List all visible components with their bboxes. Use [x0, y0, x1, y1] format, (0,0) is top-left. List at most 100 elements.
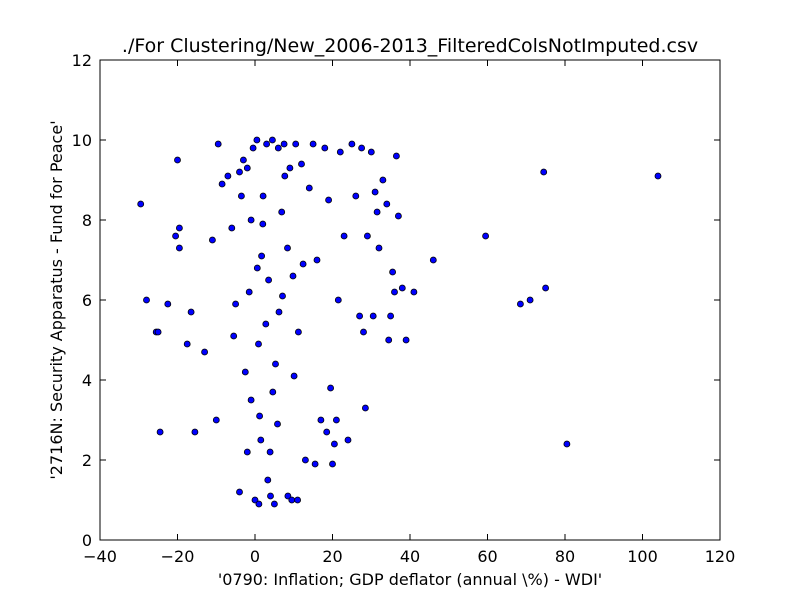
- data-point: [243, 448, 251, 456]
- data-point: [325, 196, 333, 204]
- x-tick-label: 60: [477, 547, 497, 566]
- data-point: [311, 460, 319, 468]
- data-point: [249, 144, 257, 152]
- data-point: [280, 140, 288, 148]
- data-point: [164, 300, 172, 308]
- data-point: [654, 172, 662, 180]
- x-axis-label: '0790: Inflation; GDP deflator (annual \…: [218, 570, 602, 589]
- data-point: [348, 140, 356, 148]
- data-point: [191, 428, 199, 436]
- data-point: [298, 160, 305, 168]
- x-tick-label: 0: [250, 547, 260, 566]
- data-point: [294, 328, 302, 336]
- data-point: [278, 208, 286, 216]
- data-point: [334, 296, 342, 304]
- data-point: [323, 428, 331, 436]
- data-point: [284, 244, 291, 252]
- y-axis-label: '2716N: Security Apparatus - Fund for Pe…: [47, 120, 66, 479]
- data-point: [398, 284, 406, 292]
- data-point: [482, 232, 490, 240]
- data-point: [392, 152, 400, 160]
- data-point: [299, 260, 307, 268]
- data-point: [263, 140, 271, 148]
- data-point: [356, 312, 364, 320]
- data-point: [255, 500, 263, 508]
- data-point: [329, 460, 336, 468]
- data-point: [236, 168, 243, 176]
- data-point: [290, 372, 298, 380]
- data-point: [391, 288, 398, 296]
- data-point: [256, 412, 264, 420]
- x-tick-label: 120: [705, 547, 736, 566]
- data-point: [272, 360, 279, 368]
- data-point: [156, 428, 164, 436]
- data-point: [154, 328, 162, 336]
- data-point: [371, 188, 379, 196]
- plot-area: [100, 60, 720, 540]
- data-point: [289, 272, 297, 280]
- data-point: [369, 312, 377, 320]
- data-point: [292, 140, 300, 148]
- data-point: [137, 200, 145, 208]
- y-tick-label: 4: [82, 371, 92, 390]
- y-axis: 0 2 4 6 8 10 12: [72, 51, 720, 550]
- chart-title: ./For Clustering/New_2006-2013_FilteredC…: [122, 35, 698, 57]
- data-point: [358, 144, 366, 152]
- data-point: [218, 180, 226, 188]
- data-point: [288, 496, 296, 504]
- data-point: [253, 264, 261, 272]
- data-point: [361, 404, 369, 412]
- data-point: [187, 308, 195, 316]
- data-point: [360, 328, 367, 336]
- data-point: [387, 312, 395, 320]
- data-point: [336, 148, 344, 156]
- data-point: [294, 496, 302, 504]
- data-point: [284, 492, 292, 500]
- data-point: [321, 144, 329, 152]
- data-point: [269, 388, 277, 396]
- data-point: [517, 300, 524, 308]
- data-point: [241, 368, 249, 376]
- data-point: [309, 140, 317, 148]
- data-point: [305, 184, 313, 192]
- data-point: [259, 220, 267, 228]
- data-point: [174, 156, 181, 164]
- data-point: [394, 212, 402, 220]
- data-point: [243, 164, 251, 172]
- data-point: [247, 216, 255, 224]
- data-point: [245, 288, 253, 296]
- data-point: [175, 244, 183, 252]
- data-point: [143, 296, 150, 304]
- data-point: [262, 320, 270, 328]
- x-tick-label: −20: [161, 547, 195, 566]
- data-point: [275, 308, 283, 316]
- y-tick-label: 10: [72, 131, 92, 150]
- data-point: [402, 336, 410, 344]
- data-point: [232, 300, 240, 308]
- data-point: [383, 200, 391, 208]
- data-point: [526, 296, 534, 304]
- data-point: [313, 256, 321, 264]
- data-point: [214, 140, 222, 148]
- data-point: [253, 136, 261, 144]
- data-point: [236, 488, 243, 496]
- data-point: [172, 232, 180, 240]
- data-point: [224, 172, 232, 180]
- data-point: [379, 176, 387, 184]
- x-axis: −40 −20 0 20 40 60 80 100 120: [83, 60, 735, 566]
- data-point: [352, 192, 360, 200]
- data-point: [375, 244, 383, 252]
- data-point: [281, 172, 289, 180]
- data-point: [257, 436, 265, 444]
- y-tick-label: 6: [82, 291, 92, 310]
- data-point: [317, 416, 325, 424]
- data-point: [429, 256, 437, 264]
- data-point: [385, 336, 393, 344]
- x-tick-label: 100: [627, 547, 658, 566]
- data-point: [330, 440, 338, 448]
- x-tick-label: 80: [555, 547, 575, 566]
- data-point: [332, 416, 340, 424]
- data-point: [266, 448, 274, 456]
- data-point: [268, 136, 276, 144]
